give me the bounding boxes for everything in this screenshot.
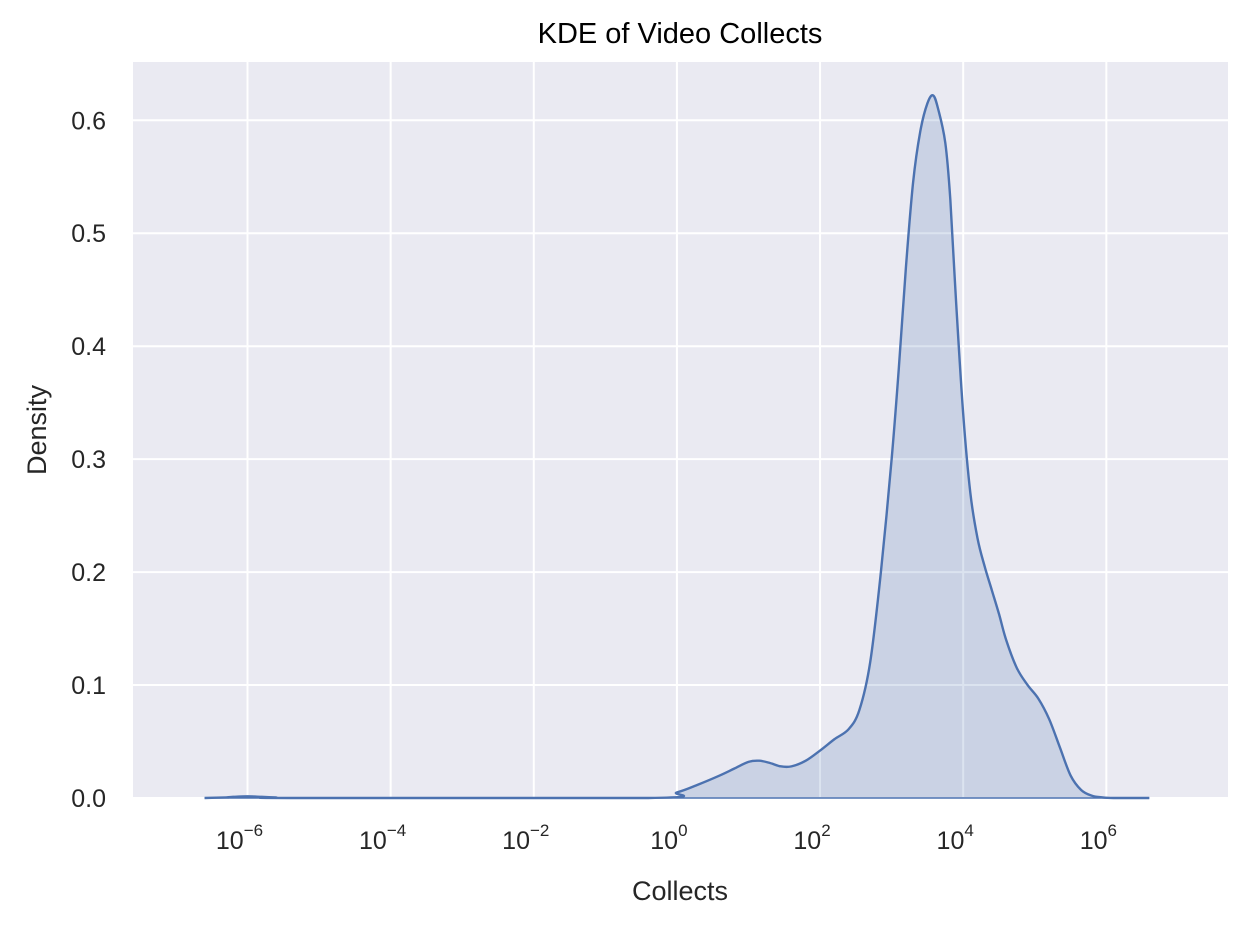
x-tick-label: 106 [1080, 821, 1117, 855]
y-tick-label: 0.2 [71, 559, 106, 587]
y-tick-label: 0.6 [71, 107, 106, 135]
x-tick-exponent: −6 [244, 821, 263, 840]
y-tick-label: 0.4 [71, 333, 106, 361]
x-tick-exponent: 0 [678, 821, 687, 840]
x-tick-label: 102 [793, 821, 830, 855]
grid-lines [133, 62, 1228, 799]
x-tick-label: 10−6 [216, 821, 263, 855]
x-tick-label: 104 [937, 821, 974, 855]
plot-background [133, 62, 1228, 798]
y-axis-label: Density [22, 384, 52, 475]
y-tick-label: 0.1 [71, 672, 106, 700]
x-tick-exponent: 6 [1108, 821, 1117, 840]
chart-title: KDE of Video Collects [538, 18, 823, 50]
x-tick-exponent: 2 [821, 821, 830, 840]
density-area-fill [204, 95, 1150, 799]
x-tick-exponent: −2 [530, 821, 549, 840]
tick-labels: 10−6 10−4 10−2 100 102 104 106 0.0 0.1 0.2 0.3 0.4 0… [71, 107, 1117, 855]
x-tick-exponent: −4 [387, 821, 406, 840]
y-tick-label: 0.5 [71, 220, 106, 248]
x-tick-exponent: 4 [964, 821, 973, 840]
y-tick-label: 0.0 [71, 785, 106, 813]
series-layer [204, 94, 1150, 800]
x-tick-label: 10−2 [502, 821, 549, 855]
density-curve [204, 94, 1150, 800]
x-tick-label: 10−4 [359, 821, 406, 855]
x-axis-label: Collects [632, 876, 728, 906]
x-tick-label: 100 [650, 821, 687, 855]
y-tick-label: 0.3 [71, 446, 106, 474]
